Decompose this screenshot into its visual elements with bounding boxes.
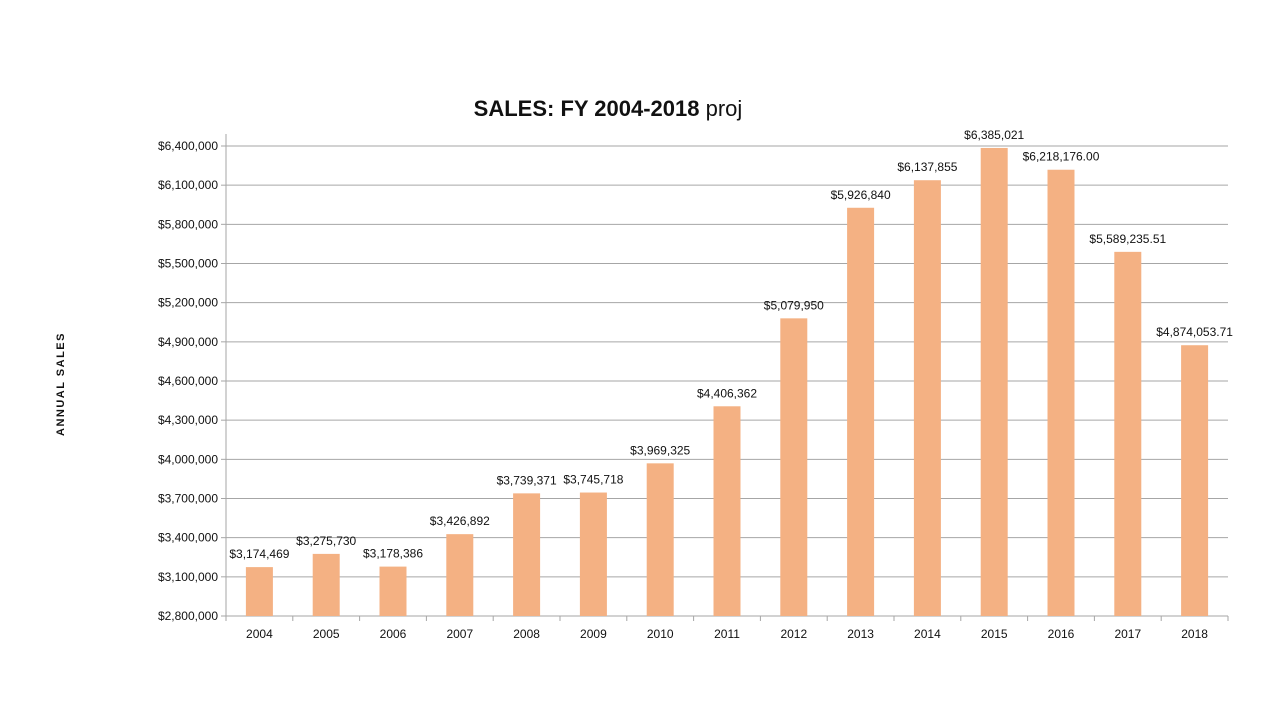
data-label-2009: $3,745,718: [563, 473, 623, 487]
bar-2013: [847, 207, 875, 616]
x-tick-label-2018: 2018: [1181, 627, 1208, 641]
x-tick-label-2014: 2014: [914, 627, 941, 641]
x-tick-label-2010: 2010: [647, 627, 674, 641]
y-tick-label-5: $4,300,000: [158, 413, 218, 427]
bar-2005: [312, 553, 340, 616]
bar-2008: [513, 493, 541, 616]
chart-title-suffix: proj: [705, 96, 743, 121]
bar-2004: [245, 567, 273, 616]
y-tick-label-11: $6,100,000: [158, 178, 218, 192]
data-label-2013: $5,926,840: [831, 188, 891, 202]
x-tick-label-2007: 2007: [446, 627, 473, 641]
data-label-2014: $6,137,855: [897, 160, 957, 174]
y-tick-label-10: $5,800,000: [158, 217, 218, 231]
y-tick-label-4: $4,000,000: [158, 452, 218, 466]
y-tick-label-3: $3,700,000: [158, 492, 218, 506]
data-label-2018: $4,874,053.71: [1156, 325, 1233, 339]
chart-title-main: SALES: FY 2004-2018: [473, 96, 700, 121]
y-tick-label-1: $3,100,000: [158, 570, 218, 584]
y-tick-label-7: $4,900,000: [158, 335, 218, 349]
data-label-2012: $5,079,950: [764, 298, 824, 312]
y-tick-label-6: $4,600,000: [158, 374, 218, 388]
x-tick-label-2013: 2013: [847, 627, 874, 641]
y-tick-label-8: $5,200,000: [158, 296, 218, 310]
y-tick-label-2: $3,400,000: [158, 531, 218, 545]
x-tick-label-2011: 2011: [714, 627, 740, 641]
x-tick-label-2017: 2017: [1114, 627, 1141, 641]
y-tick-label-9: $5,500,000: [158, 257, 218, 271]
data-label-2015: $6,385,021: [964, 128, 1024, 142]
y-tick-label-12: $6,400,000: [158, 139, 218, 153]
data-label-2008: $3,739,371: [497, 473, 557, 487]
x-tick-label-2006: 2006: [380, 627, 407, 641]
x-tick-label-2005: 2005: [313, 627, 340, 641]
bar-2010: [646, 463, 674, 616]
y-tick-label-0: $2,800,000: [158, 609, 218, 623]
x-tick-label-2008: 2008: [513, 627, 540, 641]
x-tick-label-2012: 2012: [780, 627, 807, 641]
x-tick-label-2016: 2016: [1048, 627, 1075, 641]
x-tick-label-2015: 2015: [981, 627, 1008, 641]
bar-2017: [1114, 251, 1142, 617]
bar-2009: [579, 492, 607, 616]
bar-2006: [379, 566, 407, 616]
data-label-2011: $4,406,362: [697, 386, 757, 400]
bar-2016: [1047, 169, 1075, 616]
bar-2014: [913, 180, 941, 616]
bar-2007: [446, 534, 474, 616]
x-tick-label-2009: 2009: [580, 627, 607, 641]
x-tick-label-2004: 2004: [246, 627, 273, 641]
bar-2011: [713, 406, 741, 616]
bar-2018: [1181, 345, 1209, 616]
data-label-2005: $3,275,730: [296, 534, 356, 548]
data-label-2006: $3,178,386: [363, 547, 423, 561]
data-label-2004: $3,174,469: [229, 547, 289, 561]
data-label-2017: $5,589,235.51: [1089, 232, 1166, 246]
bar-2015: [980, 147, 1008, 616]
data-label-2007: $3,426,892: [430, 514, 490, 528]
chart-title: SALES: FY 2004-2018 proj: [0, 96, 1216, 122]
bar-2012: [780, 318, 808, 616]
data-label-2010: $3,969,325: [630, 443, 690, 457]
data-label-2016: $6,218,176.00: [1023, 150, 1100, 164]
